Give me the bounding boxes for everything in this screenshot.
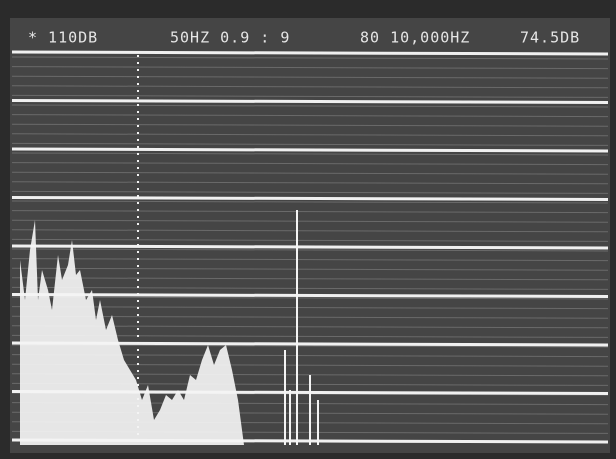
header-item: * 110DB [28, 29, 98, 47]
minor-line [11, 315, 609, 319]
header-item: 50HZ 0.9 : 9 [170, 29, 290, 47]
minor-line [11, 94, 609, 98]
major-line [11, 99, 609, 104]
minor-line [11, 267, 609, 271]
minor-line [11, 133, 609, 137]
minor-line [11, 85, 609, 89]
minor-line [11, 306, 609, 310]
minor-line [11, 142, 609, 146]
major-line [11, 147, 609, 153]
minor-line [11, 286, 609, 290]
minor-line [11, 152, 609, 156]
spectrum-spikes [284, 210, 319, 445]
minor-line [11, 248, 609, 252]
major-line [11, 196, 609, 201]
minor-line [11, 162, 609, 166]
minor-line [11, 123, 609, 127]
minor-line [11, 258, 609, 262]
minor-line [11, 219, 609, 223]
minor-line [11, 75, 609, 79]
minor-line [11, 238, 609, 242]
header-item: 80 10,000HZ [360, 29, 470, 47]
minor-line [11, 104, 609, 108]
minor-line [11, 277, 609, 281]
spectrum-trace [20, 220, 244, 445]
major-line [11, 293, 609, 298]
minor-line [11, 229, 609, 233]
major-line [11, 50, 609, 56]
grid [11, 50, 609, 444]
major-line [11, 244, 609, 250]
minor-line [11, 56, 609, 60]
minor-line [11, 210, 609, 214]
minor-line [11, 66, 609, 70]
minor-line [11, 296, 609, 300]
minor-line [11, 190, 609, 194]
minor-line [11, 200, 609, 204]
minor-line [11, 181, 609, 185]
header-item: 74.5DB [520, 29, 580, 47]
minor-line [11, 114, 609, 118]
minor-line [11, 171, 609, 175]
